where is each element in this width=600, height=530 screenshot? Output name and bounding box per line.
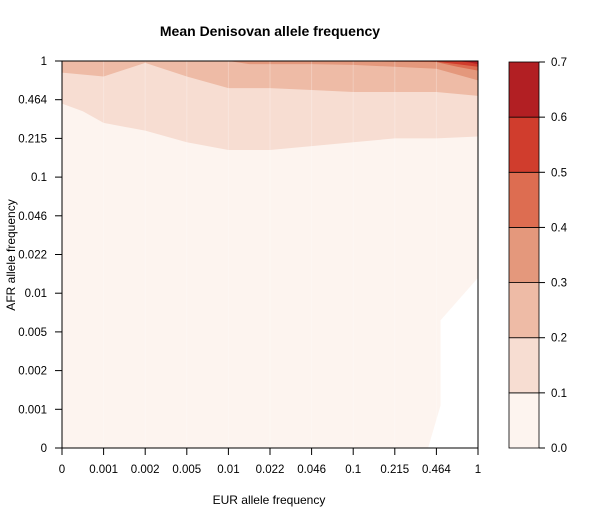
contour-band-5 [415, 61, 478, 67]
x-tick-label: 0.1 [345, 464, 361, 476]
plot-area [62, 61, 478, 448]
legend-label: 0.7 [551, 57, 567, 69]
x-tick-label: 0.005 [172, 464, 201, 476]
chart-title: Mean Denisovan allele frequency [160, 23, 380, 39]
y-tick-label: 0.002 [18, 366, 47, 378]
y-tick-label: 0.01 [25, 288, 47, 300]
y-tick-label: 0.1 [31, 172, 47, 184]
x-tick-label: 0 [59, 464, 65, 476]
contour-band-6 [457, 61, 478, 65]
y-tick-label: 0.022 [18, 250, 47, 262]
x-tick-label: 0.464 [422, 464, 451, 476]
legend-label: 0.5 [551, 167, 567, 179]
y-tick-label: 1 [41, 56, 47, 68]
legend-swatch [508, 171, 540, 228]
x-tick-label: 0.215 [380, 464, 409, 476]
no-data-region [428, 277, 478, 448]
y-tick-label: 0.046 [18, 211, 47, 223]
color-legend: 0.0 0.1 0.2 0.3 0.4 0.5 0.6 0.7 [508, 57, 568, 455]
legend-label: 0.4 [551, 222, 568, 234]
y-tick-label: 0.001 [18, 404, 47, 416]
x-tick-label: 1 [475, 464, 481, 476]
y-tick-label: 0.215 [18, 133, 47, 145]
contour-band-3 [62, 61, 478, 81]
legend-swatch [508, 61, 540, 118]
x-tick-label: 0.01 [217, 464, 239, 476]
legend-label: 0.3 [551, 278, 567, 290]
y-tick-label: 0 [41, 443, 47, 455]
y-tick-label: 0.005 [18, 327, 47, 339]
x-tick-label: 0.022 [256, 464, 285, 476]
legend-label: 0.0 [551, 443, 567, 455]
legend-swatch [508, 227, 540, 283]
x-tick-label: 0.001 [89, 464, 118, 476]
contour-band-4 [353, 61, 478, 71]
axes: 0 0.001 0.002 0.005 0.01 0.022 0.046 0.1 0.215 0.… [18, 56, 481, 476]
legend-swatch [508, 337, 540, 394]
contour-band-2 [62, 61, 478, 96]
legend-label: 0.6 [551, 112, 567, 124]
legend-swatch [508, 116, 540, 173]
y-tick-label: 0.464 [18, 95, 47, 107]
x-tick-label: 0.046 [297, 464, 326, 476]
y-axis-label: AFR allele frequency [4, 199, 18, 310]
legend-label: 0.2 [551, 333, 567, 345]
legend-label: 0.1 [551, 388, 567, 400]
legend-swatch [508, 392, 540, 449]
legend-swatch [508, 282, 540, 339]
x-axis-label: EUR allele frequency [213, 493, 326, 507]
x-tick-label: 0.002 [131, 464, 160, 476]
